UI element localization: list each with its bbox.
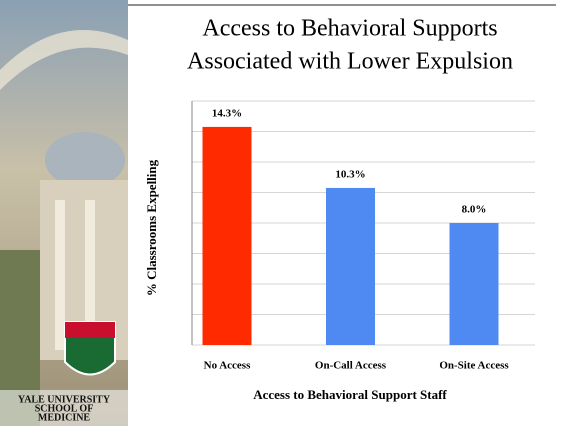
chart-title: Associated with Lower Expulsion <box>187 49 513 75</box>
bar <box>449 223 499 345</box>
bar <box>326 187 375 345</box>
bar <box>202 126 252 345</box>
brand-line: MEDICINE <box>38 412 91 423</box>
x-tick-label: No Access <box>204 360 251 372</box>
value-label: 14.3% <box>212 107 242 119</box>
y-axis-label: % Classrooms Expelling <box>144 159 159 296</box>
brand-line: YALE UNIVERSITY <box>18 394 111 405</box>
value-label: 10.3% <box>335 168 365 180</box>
side-image <box>0 0 128 426</box>
chart-title: Access to Behavioral Supports <box>202 16 497 42</box>
x-axis-label: Access to Behavioral Support Staff <box>253 387 447 402</box>
x-tick-label: On-Call Access <box>315 360 387 372</box>
x-tick-label: On-Site Access <box>439 360 509 372</box>
brand-line: SCHOOL OF <box>35 403 94 414</box>
value-label: 8.0% <box>462 204 487 216</box>
